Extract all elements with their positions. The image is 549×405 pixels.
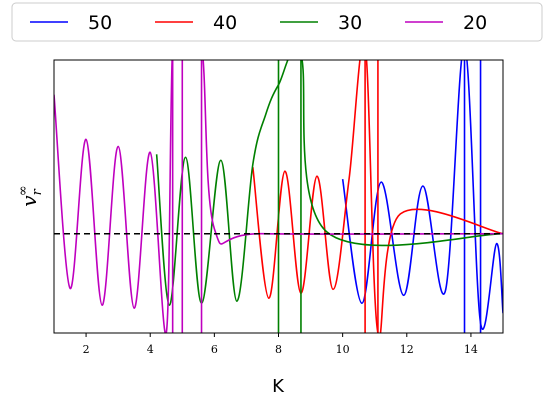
legend-label-50: 50 [88,12,112,34]
legend-label-40: 40 [213,12,237,34]
series-line-30 [155,60,503,307]
legend-frame [11,2,543,42]
series-line-20 [54,60,503,333]
x-tick-label: 6 [211,343,218,356]
series-line-40 [252,60,503,333]
x-tick-label: 2 [83,343,90,356]
x-axis: 2 4 6 8 10 12 14 [83,333,478,356]
x-tick-label: 12 [400,343,414,356]
x-tick-label: 14 [464,343,478,356]
x-axis-label: K [272,376,285,397]
legend: 50 40 30 20 [11,2,543,42]
series-line-50 [341,60,503,330]
legend-label-30: 30 [338,12,362,34]
x-tick-label: 8 [275,343,282,356]
x-tick-label: 10 [336,343,350,356]
plot-area: 2 4 6 8 10 12 14 [53,59,504,356]
legend-label-20: 20 [463,12,487,34]
y-axis-label: vr∞ [16,185,45,206]
x-tick-label: 4 [147,343,154,356]
